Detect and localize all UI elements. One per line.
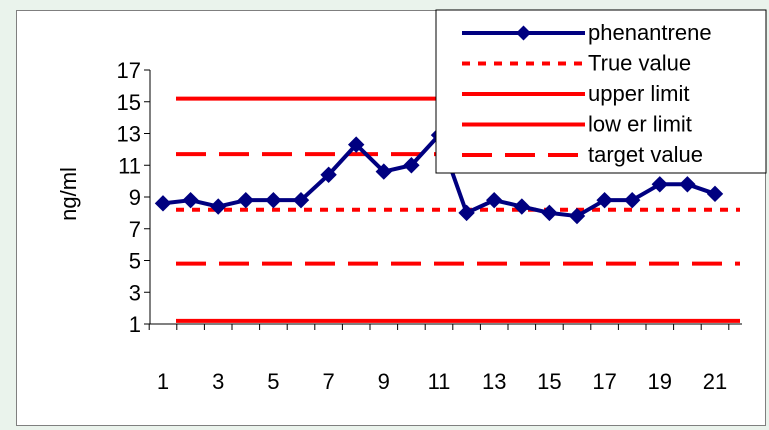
y-tick-label: 7 [129, 217, 141, 242]
data-point [541, 204, 558, 222]
data-point [154, 195, 172, 212]
series-phenantrene [154, 126, 724, 225]
data-point [568, 207, 586, 225]
y-tick-label: 11 [118, 153, 141, 178]
data-point [706, 185, 724, 203]
data-point [596, 191, 613, 209]
legend-label: target value [588, 142, 703, 167]
x-tick-label: 5 [267, 369, 279, 394]
legend-label: True value [588, 51, 691, 76]
y-tick-label: 9 [129, 185, 141, 210]
y-axis-label: ng/ml [56, 167, 81, 221]
data-point [623, 191, 641, 209]
data-point [679, 176, 696, 193]
data-point [458, 204, 475, 222]
y-tick-label: 17 [117, 58, 141, 83]
legend-label: phenantrene [588, 20, 712, 45]
x-tick-label: 9 [378, 369, 390, 394]
data-point [485, 191, 503, 209]
data-point [347, 136, 365, 153]
x-tick-label: 7 [322, 369, 334, 394]
x-tick-label: 21 [703, 369, 727, 394]
data-point [375, 163, 393, 180]
x-tick-label: 3 [212, 369, 224, 394]
data-point [651, 176, 669, 193]
y-tick-label: 1 [129, 312, 141, 337]
y-tick-label: 3 [129, 280, 141, 305]
x-tick-label: 17 [592, 369, 616, 394]
x-tick-label: 11 [428, 369, 451, 394]
data-point [265, 191, 282, 209]
data-point [182, 191, 199, 209]
legend-label: target value [588, 173, 703, 198]
y-tick-label: 15 [117, 90, 141, 115]
x-tick-label: 19 [648, 369, 672, 394]
data-point [209, 198, 227, 215]
data-point [320, 166, 337, 183]
legend-label: upper limit [588, 81, 689, 106]
legend-entries: phenantrene True value upper limit low er l… [462, 20, 712, 198]
legend-marker [516, 25, 531, 41]
legend-label: low er limit [588, 112, 692, 137]
x-axis: 1 3 5 7 9 11 13 15 17 19 21 [148, 323, 742, 394]
legend: phenantrene True value upper limit low er l… [435, 9, 767, 198]
data-point [513, 198, 531, 215]
y-tick-label: 5 [129, 249, 141, 274]
data-point [292, 191, 310, 209]
data-point [403, 157, 420, 174]
x-tick-label: 1 [157, 369, 169, 394]
data-point [237, 191, 255, 209]
x-tick-label: 13 [482, 369, 506, 394]
legend-box [435, 9, 767, 174]
x-tick-label: 15 [537, 369, 561, 394]
y-tick-label: 13 [117, 122, 141, 147]
